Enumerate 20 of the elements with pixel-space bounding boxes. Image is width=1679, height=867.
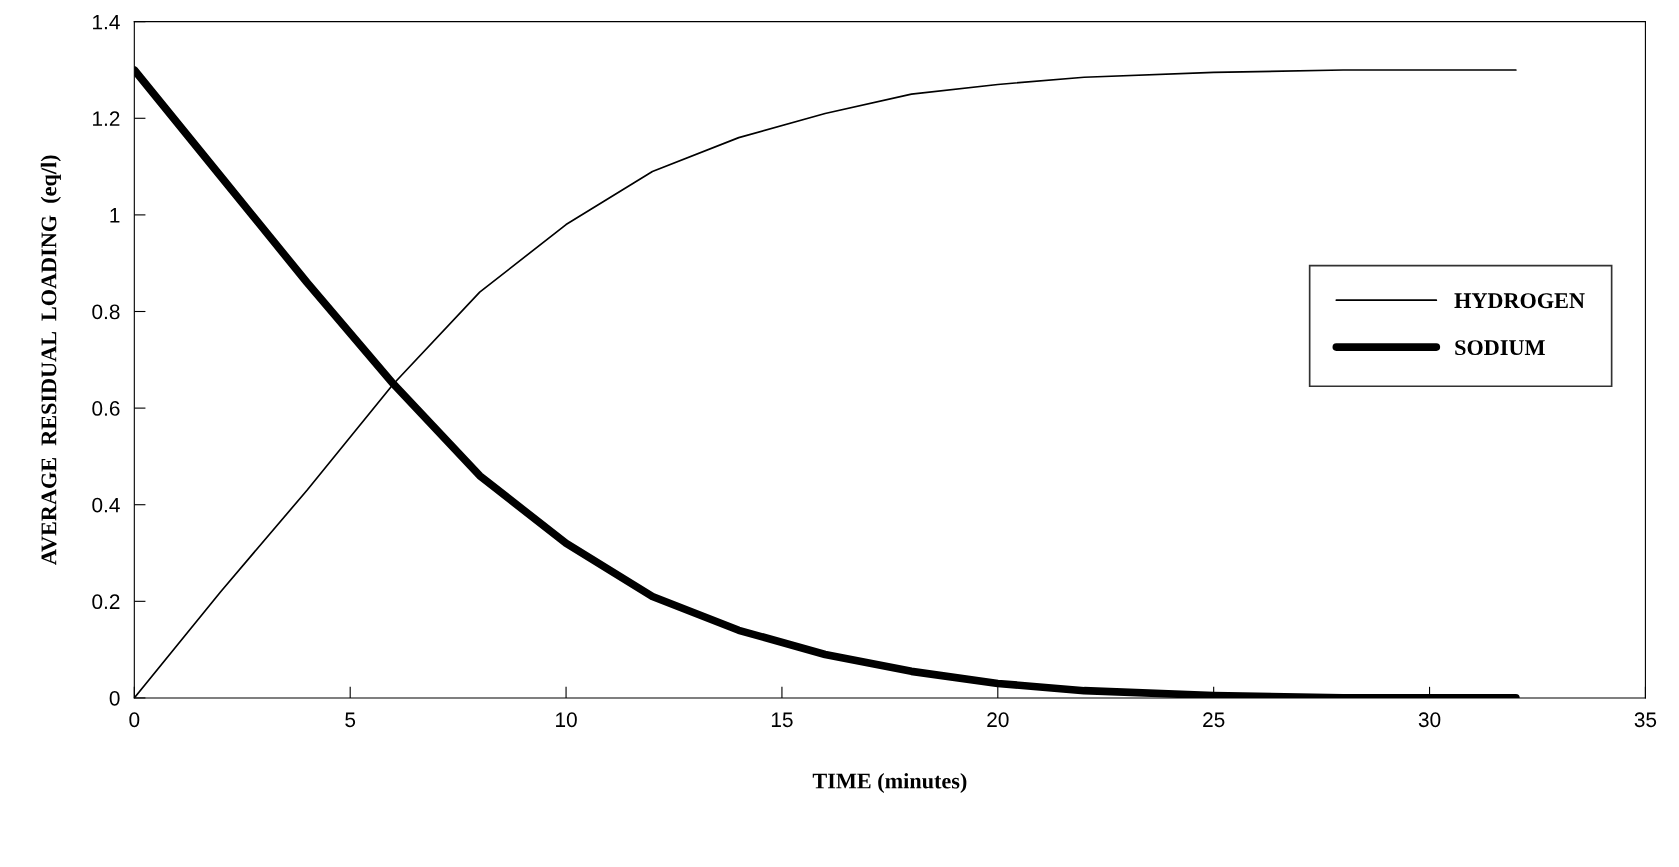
x-axis-title: TIME (minutes) <box>812 772 967 794</box>
x-tick-label: 25 <box>1203 712 1225 728</box>
legend-label: SODIUM <box>1455 340 1545 356</box>
x-tick-label: 15 <box>771 712 793 728</box>
y-tick-label: 0.6 <box>92 401 120 416</box>
y-axis-title: AVERAGE RESIDUAL LOADING (eq/l) <box>40 155 61 565</box>
y-tick-label: 0.8 <box>92 304 120 320</box>
x-tick-label: 10 <box>556 712 577 728</box>
x-tick-label: 5 <box>345 712 356 728</box>
x-tick-label: 0 <box>129 712 140 728</box>
x-tick-label: 35 <box>1634 712 1657 728</box>
y-tick-label: 0.4 <box>92 497 120 513</box>
x-tick-label: 20 <box>987 712 1009 728</box>
y-tick-label: 0 <box>109 690 120 706</box>
legend-label: HYDROGEN <box>1454 293 1585 309</box>
y-tick-label: 0.2 <box>92 594 120 610</box>
y-tick-label: 1.4 <box>93 14 120 30</box>
x-tick-label: 30 <box>1418 712 1441 728</box>
y-tick-label: 1 <box>110 208 120 223</box>
y-tick-label: 1.2 <box>93 111 120 126</box>
